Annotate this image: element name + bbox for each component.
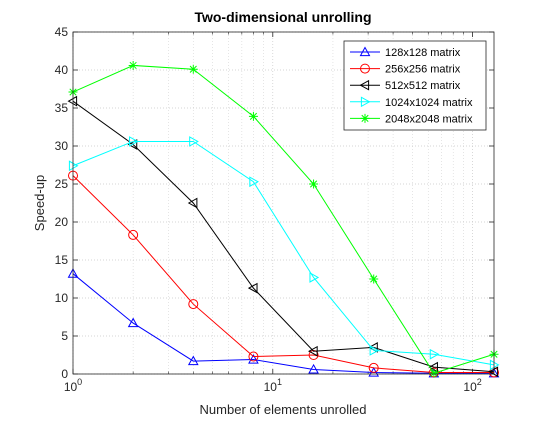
y-tick-label: 40 bbox=[55, 63, 69, 77]
axis-ticks: 100 101 102 0 5 10 15 20 25 30 35 40 45 bbox=[55, 25, 494, 394]
data-point bbox=[248, 111, 258, 121]
data-point bbox=[369, 345, 380, 356]
y-tick-label: 35 bbox=[55, 101, 69, 115]
data-point bbox=[248, 354, 259, 364]
legend-label: 2048x2048 matrix bbox=[385, 113, 473, 125]
plot-area-frame bbox=[72, 31, 495, 375]
series-line bbox=[72, 100, 495, 373]
data-point bbox=[489, 359, 500, 371]
series-group bbox=[67, 60, 500, 378]
legend-marker bbox=[360, 96, 371, 108]
data-point bbox=[188, 64, 198, 74]
legend: 128x128 matrix 256x256 matrix 512x512 matr… bbox=[343, 40, 487, 131]
legend-item: 2048x2048 matrix bbox=[350, 113, 473, 125]
legend-item: 128x128 matrix bbox=[350, 46, 461, 59]
data-point bbox=[368, 362, 379, 373]
data-point bbox=[127, 317, 139, 328]
x-tick-label: 100 bbox=[64, 377, 82, 394]
data-point bbox=[128, 60, 138, 70]
legend-marker bbox=[359, 46, 371, 57]
data-point bbox=[308, 345, 318, 357]
x-axis-label: Number of elements unrolled bbox=[200, 402, 367, 417]
series-line bbox=[72, 64, 495, 374]
legend-label: 1024x1024 matrix bbox=[385, 97, 473, 109]
y-tick-label: 25 bbox=[55, 177, 69, 191]
y-tick-label: 10 bbox=[55, 291, 69, 305]
y-axis-label: Speed-up bbox=[32, 175, 47, 231]
data-point bbox=[187, 355, 199, 366]
data-point bbox=[68, 160, 79, 172]
y-tick-label: 20 bbox=[55, 215, 69, 229]
legend-marker bbox=[360, 63, 370, 74]
series-1 bbox=[67, 268, 500, 378]
data-point bbox=[189, 136, 199, 147]
legend-item: 512x512 matrix bbox=[350, 79, 461, 92]
data-point bbox=[129, 136, 139, 147]
legend-label: 512x512 matrix bbox=[385, 80, 461, 92]
series-4 bbox=[68, 136, 500, 371]
data-point bbox=[128, 229, 139, 240]
legend-marker bbox=[359, 79, 370, 91]
data-point bbox=[248, 351, 259, 362]
y-tick-label: 30 bbox=[55, 139, 69, 153]
data-point bbox=[247, 282, 258, 294]
x-tick-label: 102 bbox=[463, 377, 481, 394]
legend-label: 256x256 matrix bbox=[385, 64, 461, 76]
legend-label: 128x128 matrix bbox=[385, 47, 461, 59]
data-point bbox=[187, 197, 198, 209]
y-tick-label: 5 bbox=[61, 329, 68, 343]
data-point bbox=[127, 139, 138, 150]
series-line bbox=[72, 175, 494, 373]
y-tick-label: 45 bbox=[55, 25, 69, 39]
data-point bbox=[188, 299, 199, 310]
data-point bbox=[429, 348, 440, 360]
data-point bbox=[249, 176, 259, 188]
y-tick-label: 15 bbox=[55, 253, 69, 267]
data-point bbox=[369, 274, 379, 284]
data-point bbox=[308, 363, 319, 374]
chart-title: Two-dimensional unrolling bbox=[194, 9, 371, 25]
series-line bbox=[72, 273, 494, 374]
series-line bbox=[72, 140, 495, 366]
x-tick-label: 101 bbox=[264, 377, 282, 394]
legend-item: 256x256 matrix bbox=[350, 63, 461, 76]
data-point bbox=[67, 95, 78, 107]
data-point bbox=[309, 179, 319, 189]
legend-marker bbox=[360, 113, 370, 123]
data-point bbox=[309, 272, 320, 283]
y-tick-label: 0 bbox=[61, 367, 68, 381]
legend-item: 1024x1024 matrix bbox=[350, 96, 473, 109]
data-point bbox=[429, 368, 439, 378]
